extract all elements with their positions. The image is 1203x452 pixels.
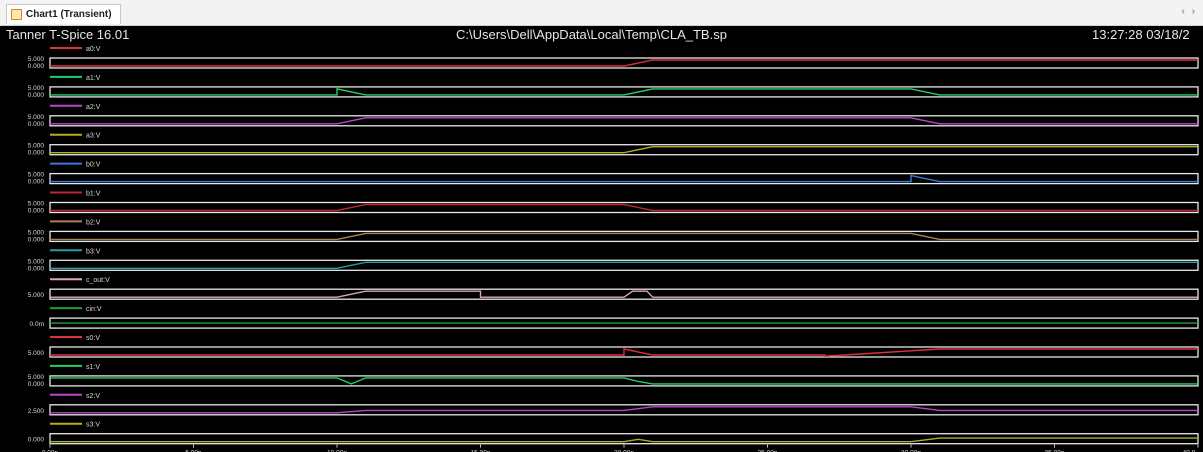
file-path: C:\Users\Dell\AppData\Local\Temp\CLA_TB.… [456, 27, 727, 42]
legend-label-s2: s2:V [86, 393, 100, 400]
legend-label-b1: b1:V [86, 191, 101, 198]
trace-frame-a2 [49, 115, 1199, 127]
y-tick-cin-0: 0.0m [30, 321, 44, 328]
y-tick-a2-1: 0.000 [28, 121, 45, 128]
series-line-s1 [50, 377, 1198, 385]
tab-scroll-arrows-icon[interactable]: ‹ › [1181, 6, 1197, 17]
y-tick-s3-0: 0.000 [28, 437, 45, 444]
waveform-plot[interactable]: Tanner T-Spice 16.01 C:\Users\Dell\AppDa… [0, 26, 1203, 452]
y-tick-c-out-0: 5.000 [28, 292, 45, 299]
y-tick-b0-1: 0.000 [28, 179, 45, 186]
y-tick-a1-0: 5.000 [28, 85, 45, 92]
trace-frame-a1 [49, 86, 1199, 98]
legend-label-a3: a3:V [86, 133, 101, 140]
y-tick-a3-1: 0.000 [28, 150, 45, 157]
legend-label-s3: s3:V [86, 422, 100, 429]
series-line-s2 [50, 406, 1198, 414]
y-tick-s0-0: 5.000 [28, 350, 45, 357]
trace-frame-b2 [49, 230, 1199, 243]
series-line-b2 [50, 232, 1198, 241]
series-line-a1 [50, 88, 1198, 96]
series-line-b3 [50, 261, 1198, 270]
x-tick-label-7: 35.00n [1045, 450, 1065, 452]
y-tick-a0-0: 5.000 [28, 56, 45, 63]
tab-chart1[interactable]: Chart1 (Transient) [6, 4, 121, 24]
legend-label-s0: s0:V [86, 335, 100, 342]
y-tick-b1-0: 5.000 [28, 201, 45, 208]
y-tick-b3-0: 5.000 [28, 258, 45, 265]
x-tick-label-4: 20.00n [614, 450, 634, 452]
trace-frame-a3 [49, 144, 1199, 156]
timestamp: 13:27:28 03/18/2 [1092, 27, 1190, 42]
series-line-c-out [50, 290, 1198, 298]
y-tick-b3-1: 0.000 [28, 265, 45, 272]
x-tick-label-1: 5.00n [185, 450, 202, 452]
x-tick-label-0: 0.00n [42, 450, 59, 452]
legend-label-b2: b2:V [86, 219, 101, 226]
trace-frame-c-out [49, 288, 1199, 300]
x-tick-label-6: 30.00n [901, 450, 921, 452]
trace-frame-b3 [49, 259, 1199, 271]
y-tick-b0-0: 5.000 [28, 172, 45, 179]
chart-icon [11, 9, 22, 20]
y-tick-b2-0: 5.000 [28, 229, 45, 236]
series-line-a2 [50, 117, 1198, 125]
legend-label-a2: a2:V [86, 104, 101, 111]
trace-frame-b1 [49, 201, 1199, 214]
legend-label-c-out: c_out:V [86, 277, 110, 284]
x-tick-label-3: 15.00n [471, 450, 491, 452]
series-line-a0 [50, 59, 1198, 67]
waveform-svg[interactable]: a0:V5.0000.000a1:V5.0000.000a2:V5.0000.0… [0, 26, 1203, 452]
legend-label-cin: cin:V [86, 306, 102, 313]
y-tick-a3-0: 5.000 [28, 143, 45, 150]
series-line-s0 [50, 348, 1198, 357]
trace-frame-s1 [49, 375, 1199, 387]
y-tick-a1-1: 0.000 [28, 92, 45, 99]
y-tick-s1-0: 5.000 [28, 374, 45, 381]
tab-label: Chart1 (Transient) [26, 9, 112, 20]
y-tick-s1-1: 0.000 [28, 381, 45, 388]
trace-frame-b0 [49, 172, 1199, 185]
y-tick-s2-0: 2.500 [28, 408, 45, 415]
y-tick-b2-1: 0.000 [28, 236, 45, 243]
y-tick-b1-1: 0.000 [28, 208, 45, 215]
trace-frame-s0 [49, 346, 1199, 358]
series-line-s3 [50, 437, 1198, 443]
trace-frame-a0 [49, 57, 1199, 69]
legend-label-a1: a1:V [86, 75, 101, 82]
y-tick-a0-1: 0.000 [28, 63, 45, 70]
legend-label-b3: b3:V [86, 248, 101, 255]
y-tick-a2-0: 5.000 [28, 114, 45, 121]
legend-label-s1: s1:V [86, 364, 100, 371]
series-line-b0 [50, 174, 1198, 183]
legend-label-b0: b0:V [86, 162, 101, 169]
x-tick-label-8: 40.0 [1183, 450, 1196, 452]
x-tick-label-2: 10.00n [327, 450, 347, 452]
app-version: Tanner T-Spice 16.01 [6, 27, 130, 42]
x-tick-label-5: 25.00n [758, 450, 778, 452]
series-line-b1 [50, 203, 1198, 212]
legend-label-a0: a0:V [86, 46, 101, 53]
tab-bar: Chart1 (Transient) ‹ › [0, 0, 1203, 26]
series-line-a3 [50, 145, 1198, 154]
